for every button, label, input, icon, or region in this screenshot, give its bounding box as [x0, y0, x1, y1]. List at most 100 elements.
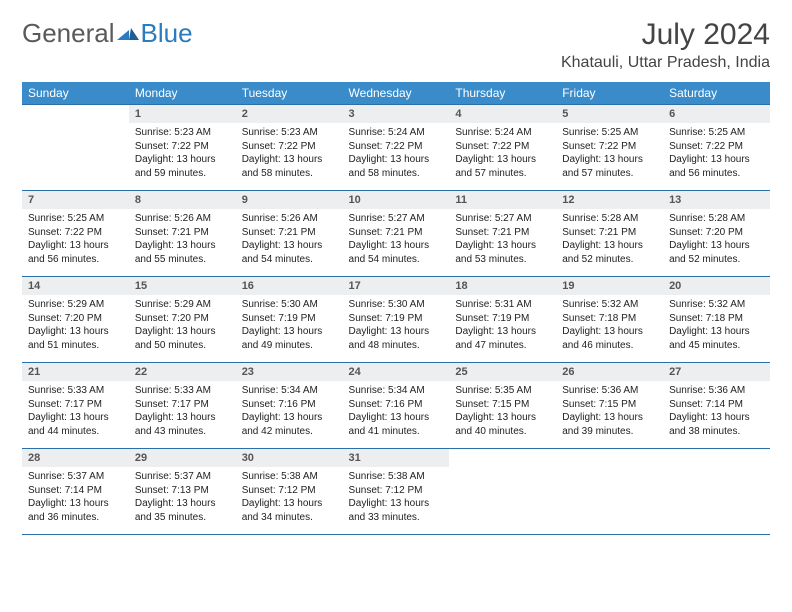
daylight-text: Daylight: 13 hours and 57 minutes.	[562, 153, 657, 180]
sunrise-text: Sunrise: 5:29 AM	[28, 298, 123, 312]
sunrise-text: Sunrise: 5:31 AM	[455, 298, 550, 312]
day-details: Sunrise: 5:37 AMSunset: 7:14 PMDaylight:…	[22, 467, 129, 530]
sunrise-text: Sunrise: 5:28 AM	[669, 212, 764, 226]
sunrise-text: Sunrise: 5:30 AM	[242, 298, 337, 312]
weekday-header: Saturday	[663, 82, 770, 105]
sunrise-text: Sunrise: 5:24 AM	[349, 126, 444, 140]
location-subtitle: Khatauli, Uttar Pradesh, India	[561, 54, 770, 72]
calendar-day-cell: 20Sunrise: 5:32 AMSunset: 7:18 PMDayligh…	[663, 277, 770, 363]
daylight-text: Daylight: 13 hours and 43 minutes.	[135, 411, 230, 438]
daylight-text: Daylight: 13 hours and 48 minutes.	[349, 325, 444, 352]
daylight-text: Daylight: 13 hours and 40 minutes.	[455, 411, 550, 438]
day-number: 21	[22, 363, 129, 381]
day-number: 19	[556, 277, 663, 295]
title-block: July 2024 Khatauli, Uttar Pradesh, India	[561, 18, 770, 72]
calendar-day-cell: 30Sunrise: 5:38 AMSunset: 7:12 PMDayligh…	[236, 449, 343, 535]
sunset-text: Sunset: 7:20 PM	[28, 312, 123, 326]
day-details: Sunrise: 5:35 AMSunset: 7:15 PMDaylight:…	[449, 381, 556, 444]
weekday-header: Sunday	[22, 82, 129, 105]
sunrise-text: Sunrise: 5:26 AM	[242, 212, 337, 226]
day-details: Sunrise: 5:29 AMSunset: 7:20 PMDaylight:…	[22, 295, 129, 358]
daylight-text: Daylight: 13 hours and 55 minutes.	[135, 239, 230, 266]
sunrise-text: Sunrise: 5:36 AM	[562, 384, 657, 398]
sunset-text: Sunset: 7:22 PM	[669, 140, 764, 154]
day-details: Sunrise: 5:30 AMSunset: 7:19 PMDaylight:…	[236, 295, 343, 358]
day-details: Sunrise: 5:34 AMSunset: 7:16 PMDaylight:…	[343, 381, 450, 444]
day-details: Sunrise: 5:30 AMSunset: 7:19 PMDaylight:…	[343, 295, 450, 358]
daylight-text: Daylight: 13 hours and 47 minutes.	[455, 325, 550, 352]
day-details: Sunrise: 5:37 AMSunset: 7:13 PMDaylight:…	[129, 467, 236, 530]
calendar-day-cell: 2Sunrise: 5:23 AMSunset: 7:22 PMDaylight…	[236, 105, 343, 191]
calendar-day-cell: 25Sunrise: 5:35 AMSunset: 7:15 PMDayligh…	[449, 363, 556, 449]
calendar-week-row: 28Sunrise: 5:37 AMSunset: 7:14 PMDayligh…	[22, 449, 770, 535]
calendar-day-cell: .	[663, 449, 770, 535]
daylight-text: Daylight: 13 hours and 36 minutes.	[28, 497, 123, 524]
sunset-text: Sunset: 7:17 PM	[135, 398, 230, 412]
daylight-text: Daylight: 13 hours and 45 minutes.	[669, 325, 764, 352]
daylight-text: Daylight: 13 hours and 39 minutes.	[562, 411, 657, 438]
calendar-body: .1Sunrise: 5:23 AMSunset: 7:22 PMDayligh…	[22, 105, 770, 535]
sunset-text: Sunset: 7:15 PM	[455, 398, 550, 412]
sunset-text: Sunset: 7:22 PM	[242, 140, 337, 154]
sunset-text: Sunset: 7:15 PM	[562, 398, 657, 412]
day-number: 11	[449, 191, 556, 209]
sunset-text: Sunset: 7:12 PM	[349, 484, 444, 498]
day-details: Sunrise: 5:26 AMSunset: 7:21 PMDaylight:…	[236, 209, 343, 272]
day-number: 13	[663, 191, 770, 209]
day-details: Sunrise: 5:25 AMSunset: 7:22 PMDaylight:…	[22, 209, 129, 272]
daylight-text: Daylight: 13 hours and 57 minutes.	[455, 153, 550, 180]
calendar-day-cell: 28Sunrise: 5:37 AMSunset: 7:14 PMDayligh…	[22, 449, 129, 535]
sunrise-text: Sunrise: 5:25 AM	[28, 212, 123, 226]
calendar-day-cell: 1Sunrise: 5:23 AMSunset: 7:22 PMDaylight…	[129, 105, 236, 191]
sunrise-text: Sunrise: 5:37 AM	[135, 470, 230, 484]
calendar-day-cell: 27Sunrise: 5:36 AMSunset: 7:14 PMDayligh…	[663, 363, 770, 449]
calendar-day-cell: 23Sunrise: 5:34 AMSunset: 7:16 PMDayligh…	[236, 363, 343, 449]
sunrise-text: Sunrise: 5:34 AM	[349, 384, 444, 398]
sunrise-text: Sunrise: 5:29 AM	[135, 298, 230, 312]
calendar-day-cell: 13Sunrise: 5:28 AMSunset: 7:20 PMDayligh…	[663, 191, 770, 277]
calendar-day-cell: .	[22, 105, 129, 191]
day-details: Sunrise: 5:36 AMSunset: 7:15 PMDaylight:…	[556, 381, 663, 444]
brand-logo: General Blue	[22, 18, 193, 49]
weekday-header: Friday	[556, 82, 663, 105]
day-number: 24	[343, 363, 450, 381]
day-number: 12	[556, 191, 663, 209]
sunset-text: Sunset: 7:22 PM	[349, 140, 444, 154]
day-number: 2	[236, 105, 343, 123]
sunset-text: Sunset: 7:20 PM	[135, 312, 230, 326]
sunset-text: Sunset: 7:21 PM	[349, 226, 444, 240]
calendar-week-row: 21Sunrise: 5:33 AMSunset: 7:17 PMDayligh…	[22, 363, 770, 449]
day-number: 7	[22, 191, 129, 209]
sunset-text: Sunset: 7:22 PM	[28, 226, 123, 240]
sunrise-text: Sunrise: 5:23 AM	[242, 126, 337, 140]
day-details: Sunrise: 5:32 AMSunset: 7:18 PMDaylight:…	[556, 295, 663, 358]
day-number: 9	[236, 191, 343, 209]
sunrise-text: Sunrise: 5:32 AM	[669, 298, 764, 312]
sunset-text: Sunset: 7:21 PM	[135, 226, 230, 240]
calendar-day-cell: 22Sunrise: 5:33 AMSunset: 7:17 PMDayligh…	[129, 363, 236, 449]
daylight-text: Daylight: 13 hours and 34 minutes.	[242, 497, 337, 524]
sunset-text: Sunset: 7:19 PM	[242, 312, 337, 326]
sunset-text: Sunset: 7:14 PM	[28, 484, 123, 498]
calendar-day-cell: 15Sunrise: 5:29 AMSunset: 7:20 PMDayligh…	[129, 277, 236, 363]
day-details: Sunrise: 5:38 AMSunset: 7:12 PMDaylight:…	[236, 467, 343, 530]
day-number: 17	[343, 277, 450, 295]
day-details: Sunrise: 5:27 AMSunset: 7:21 PMDaylight:…	[343, 209, 450, 272]
sunrise-text: Sunrise: 5:27 AM	[349, 212, 444, 226]
sunset-text: Sunset: 7:22 PM	[135, 140, 230, 154]
day-details: Sunrise: 5:31 AMSunset: 7:19 PMDaylight:…	[449, 295, 556, 358]
calendar-day-cell: 3Sunrise: 5:24 AMSunset: 7:22 PMDaylight…	[343, 105, 450, 191]
day-details: Sunrise: 5:29 AMSunset: 7:20 PMDaylight:…	[129, 295, 236, 358]
day-number: 8	[129, 191, 236, 209]
calendar-day-cell: 17Sunrise: 5:30 AMSunset: 7:19 PMDayligh…	[343, 277, 450, 363]
month-title: July 2024	[561, 18, 770, 52]
daylight-text: Daylight: 13 hours and 59 minutes.	[135, 153, 230, 180]
sunrise-text: Sunrise: 5:23 AM	[135, 126, 230, 140]
weekday-header-row: SundayMondayTuesdayWednesdayThursdayFrid…	[22, 82, 770, 105]
sunset-text: Sunset: 7:14 PM	[669, 398, 764, 412]
sunset-text: Sunset: 7:16 PM	[242, 398, 337, 412]
sunrise-text: Sunrise: 5:38 AM	[349, 470, 444, 484]
day-number: 10	[343, 191, 450, 209]
calendar-day-cell: 29Sunrise: 5:37 AMSunset: 7:13 PMDayligh…	[129, 449, 236, 535]
day-details: Sunrise: 5:34 AMSunset: 7:16 PMDaylight:…	[236, 381, 343, 444]
